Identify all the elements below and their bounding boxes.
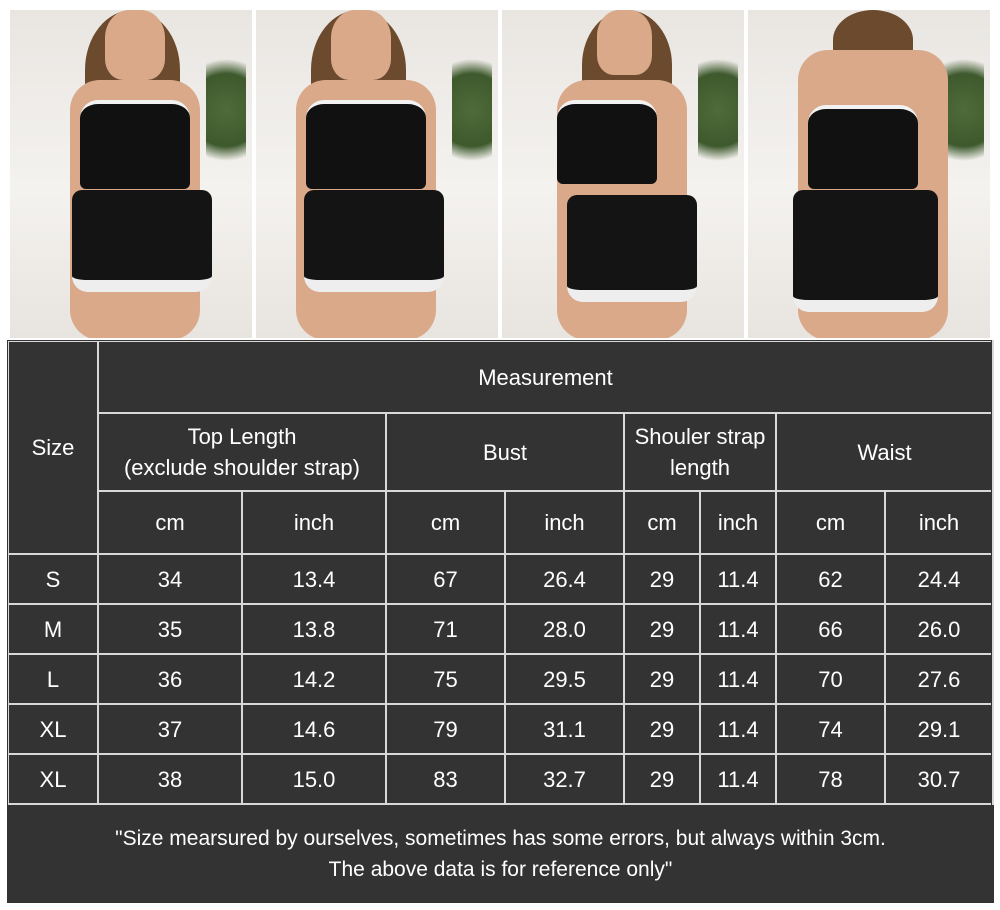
value-cell: 13.8	[241, 603, 387, 655]
shoulder-strap-header: Shouler strap length	[623, 412, 777, 492]
value-cell: 11.4	[699, 753, 777, 805]
value-cell: 24.4	[884, 553, 994, 605]
value-cell: 71	[385, 603, 506, 655]
value-cell: 29.5	[504, 653, 625, 705]
table-row: M 35 13.8 71 28.0 29 11.4 66 26.0	[7, 603, 994, 655]
value-cell: 29	[623, 603, 701, 655]
value-cell: 36	[97, 653, 243, 705]
value-cell: 34	[97, 553, 243, 605]
unit-cell: cm	[97, 490, 243, 555]
size-cell: XL	[7, 703, 99, 755]
size-cell: S	[7, 553, 99, 605]
size-cell: M	[7, 603, 99, 655]
value-cell: 11.4	[699, 703, 777, 755]
value-cell: 11.4	[699, 553, 777, 605]
value-cell: 26.0	[884, 603, 994, 655]
table-row: XL 37 14.6 79 31.1 29 11.4 74 29.1	[7, 703, 994, 755]
unit-cell: cm	[775, 490, 886, 555]
value-cell: 11.4	[699, 603, 777, 655]
value-cell: 26.4	[504, 553, 625, 605]
disclaimer-note: "Size mearsured by ourselves, sometimes …	[8, 803, 993, 903]
value-cell: 70	[775, 653, 886, 705]
value-cell: 27.6	[884, 653, 994, 705]
value-cell: 75	[385, 653, 506, 705]
unit-cell: inch	[504, 490, 625, 555]
value-cell: 28.0	[504, 603, 625, 655]
product-photo-back	[748, 10, 990, 338]
top-length-header: Top Length (exclude shoulder strap)	[97, 412, 387, 492]
unit-cell: cm	[385, 490, 506, 555]
value-cell: 37	[97, 703, 243, 755]
value-cell: 83	[385, 753, 506, 805]
table-row: S 34 13.4 67 26.4 29 11.4 62 24.4	[7, 553, 994, 605]
value-cell: 29.1	[884, 703, 994, 755]
value-cell: 31.1	[504, 703, 625, 755]
value-cell: 32.7	[504, 753, 625, 805]
value-cell: 66	[775, 603, 886, 655]
table-row: XL 38 15.0 83 32.7 29 11.4 78 30.7	[7, 753, 994, 805]
waist-header: Waist	[775, 412, 994, 492]
size-cell: XL	[7, 753, 99, 805]
measurement-header: Measurement	[97, 340, 994, 414]
value-cell: 14.6	[241, 703, 387, 755]
product-photos	[10, 10, 990, 338]
units-row: cm inch cm inch cm inch cm inch	[8, 490, 994, 555]
value-cell: 29	[623, 753, 701, 805]
value-cell: 29	[623, 553, 701, 605]
value-cell: 13.4	[241, 553, 387, 605]
product-photo-front	[10, 10, 252, 338]
bust-header: Bust	[385, 412, 625, 492]
value-cell: 14.2	[241, 653, 387, 705]
unit-cell: inch	[699, 490, 777, 555]
value-cell: 78	[775, 753, 886, 805]
value-cell: 35	[97, 603, 243, 655]
value-cell: 11.4	[699, 653, 777, 705]
value-cell: 29	[623, 703, 701, 755]
value-cell: 15.0	[241, 753, 387, 805]
unit-cell: inch	[241, 490, 387, 555]
size-chart-table: Size Measurement Top Length (exclude shou…	[7, 340, 994, 903]
value-cell: 74	[775, 703, 886, 755]
product-photo-side	[502, 10, 744, 338]
size-cell: L	[7, 653, 99, 705]
value-cell: 29	[623, 653, 701, 705]
value-cell: 79	[385, 703, 506, 755]
value-cell: 38	[97, 753, 243, 805]
value-cell: 30.7	[884, 753, 994, 805]
unit-cell: cm	[623, 490, 701, 555]
value-cell: 62	[775, 553, 886, 605]
value-cell: 67	[385, 553, 506, 605]
unit-cell: inch	[884, 490, 994, 555]
product-photo-front-2	[256, 10, 498, 338]
size-header: Size	[7, 340, 99, 555]
table-row: L 36 14.2 75 29.5 29 11.4 70 27.6	[7, 653, 994, 705]
